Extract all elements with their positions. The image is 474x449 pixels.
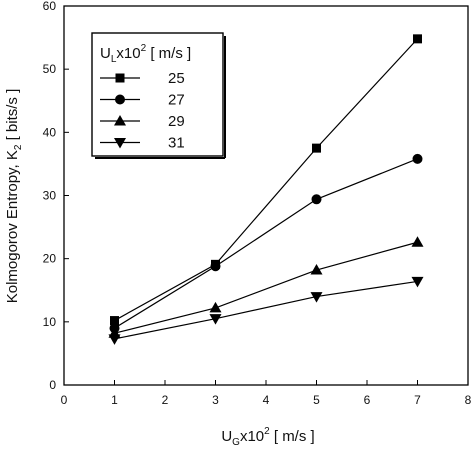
axis-ticks: 0 1 2 3 4 5 6 7 8 0 10 20 30 40 50 60 bbox=[43, 0, 472, 407]
x-tick-label: 2 bbox=[162, 393, 169, 407]
y-tick-label: 10 bbox=[43, 315, 57, 329]
x-tick-label: 1 bbox=[111, 393, 118, 407]
data-point-25 bbox=[312, 143, 321, 153]
data-point-29 bbox=[411, 236, 424, 247]
legend-entry-27: 27 bbox=[100, 92, 185, 109]
x-tick-label: 7 bbox=[414, 393, 421, 407]
legend-label: 25 bbox=[168, 70, 185, 87]
data-point-31 bbox=[108, 334, 121, 345]
y-tick-label: 0 bbox=[49, 378, 56, 392]
data-point-31 bbox=[411, 276, 424, 288]
series-line-25 bbox=[114, 38, 418, 322]
y-tick-label: 40 bbox=[43, 125, 57, 139]
y-tick-label: 60 bbox=[43, 0, 57, 13]
series-line-29 bbox=[114, 241, 418, 334]
x-tick-label: 6 bbox=[364, 393, 371, 407]
x-tick-label: 8 bbox=[465, 393, 472, 407]
data-point-27 bbox=[311, 194, 322, 205]
data-point-29 bbox=[310, 264, 323, 275]
series-31 bbox=[108, 276, 424, 345]
legend-entry-25: 25 bbox=[100, 70, 185, 87]
legend: ULx102 [ m/s ] 25 27 29 31 bbox=[91, 32, 226, 159]
series-27 bbox=[109, 153, 423, 334]
series-29 bbox=[108, 236, 424, 338]
legend-box bbox=[91, 32, 224, 157]
x-tick-label: 5 bbox=[313, 393, 320, 407]
x-axis-title: UGx102 [ m/s ] bbox=[221, 426, 314, 448]
y-tick-label: 20 bbox=[43, 252, 57, 266]
data-point-25 bbox=[413, 34, 422, 44]
x-tick-label: 4 bbox=[263, 393, 270, 407]
x-tick-label: 0 bbox=[61, 393, 68, 407]
y-tick-label: 50 bbox=[43, 62, 57, 76]
series-line-31 bbox=[114, 280, 418, 340]
legend-marker bbox=[114, 138, 126, 149]
legend-marker bbox=[114, 115, 126, 126]
y-tick-label: 30 bbox=[43, 189, 57, 203]
series-line-27 bbox=[114, 158, 418, 329]
series-layer bbox=[108, 34, 424, 345]
data-point-27 bbox=[412, 153, 423, 164]
data-point-27 bbox=[210, 261, 221, 272]
legend-entry-29: 29 bbox=[100, 113, 185, 130]
data-point-31 bbox=[310, 292, 323, 303]
legend-title: ULx102 [ m/s ] bbox=[100, 43, 191, 65]
data-point-29 bbox=[209, 301, 222, 313]
legend-label: 27 bbox=[168, 92, 185, 109]
legend-marker bbox=[115, 94, 125, 105]
legend-label: 31 bbox=[168, 135, 185, 152]
legend-label: 29 bbox=[168, 113, 185, 130]
data-point-25 bbox=[110, 316, 119, 326]
legend-entry-31: 31 bbox=[100, 135, 185, 152]
legend-entries: 25 27 29 31 bbox=[100, 70, 185, 152]
y-axis-title: Kolmogorov Entropy, K2 [ bits/s ] bbox=[4, 89, 24, 304]
legend-marker bbox=[115, 73, 125, 83]
x-tick-label: 3 bbox=[212, 393, 219, 407]
data-point-31 bbox=[209, 314, 222, 325]
